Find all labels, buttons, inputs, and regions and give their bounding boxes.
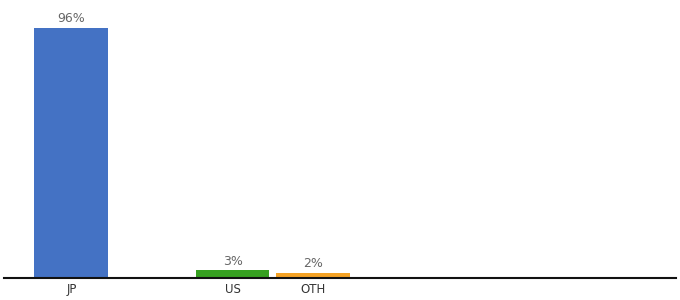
Text: 3%: 3% bbox=[222, 254, 243, 268]
Bar bbox=[276, 273, 350, 278]
Text: 2%: 2% bbox=[303, 257, 323, 270]
Text: 96%: 96% bbox=[57, 12, 85, 25]
Bar bbox=[35, 28, 108, 278]
Bar bbox=[196, 270, 269, 278]
